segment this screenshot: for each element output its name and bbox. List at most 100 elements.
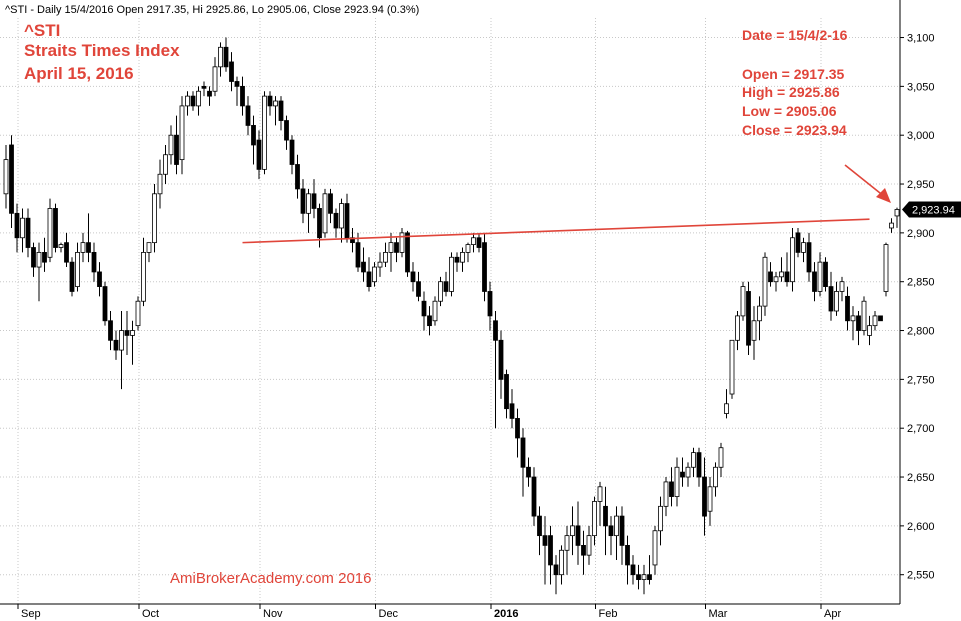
candle-body-up: [471, 237, 476, 245]
candle-body-up: [36, 251, 42, 268]
candle: [718, 442, 724, 478]
candle-body-up: [867, 325, 872, 336]
candle-body-down: [542, 535, 548, 546]
candle: [399, 227, 405, 258]
candle: [273, 96, 278, 126]
candle: [548, 525, 553, 585]
candle: [355, 232, 361, 272]
candle-body-down: [454, 256, 460, 263]
y-tick-label: 2,850: [907, 277, 935, 289]
candle-body-down: [251, 125, 256, 146]
candle-body-up: [432, 300, 438, 322]
x-tick-label: 2016: [494, 608, 518, 620]
candle: [14, 203, 20, 253]
y-tick-label: 2,800: [907, 326, 935, 338]
candle: [185, 91, 190, 116]
info-date: Date = 15/4/2-16: [742, 27, 848, 43]
candle: [619, 506, 625, 565]
candle-body-down: [245, 105, 251, 126]
candle: [25, 208, 31, 258]
candle-body-down: [669, 481, 674, 497]
candle: [212, 57, 218, 97]
candle: [630, 555, 636, 585]
candle: [713, 462, 718, 497]
candle-body-up: [449, 256, 454, 292]
candle-body-down: [823, 261, 828, 287]
info-high: High = 2925.86: [742, 84, 840, 100]
candle-body-down: [14, 212, 20, 239]
candle: [421, 291, 427, 331]
x-tick-label: Feb: [599, 608, 618, 620]
candle-body-down: [421, 300, 427, 317]
candle-body-up: [262, 95, 267, 170]
candle: [207, 86, 212, 106]
candle-body-down: [190, 95, 196, 107]
candle: [58, 242, 64, 253]
candle: [163, 144, 168, 185]
candle: [174, 115, 179, 175]
x-tick-label: Oct: [142, 608, 159, 620]
candle: [267, 91, 273, 116]
candle: [597, 481, 603, 526]
x-tick-label: Nov: [263, 608, 283, 620]
candle-body-up: [740, 286, 746, 317]
candle: [465, 242, 471, 263]
candle-body-up: [465, 244, 471, 253]
candle-body-down: [515, 418, 520, 439]
candle-body-up: [801, 242, 806, 253]
candle-body-down: [267, 95, 273, 107]
candle-body-up: [652, 530, 658, 566]
candle: [333, 208, 339, 238]
candle-body-down: [69, 261, 75, 292]
candle: [295, 154, 300, 199]
candle: [53, 203, 58, 253]
candle: [493, 311, 498, 429]
candle-body-up: [592, 501, 597, 537]
candle: [559, 545, 564, 585]
y-tick-label: 2,900: [907, 228, 935, 240]
candle-body-down: [548, 535, 553, 566]
y-tick-label: 3,000: [907, 130, 935, 142]
candle-body-up: [438, 281, 443, 302]
candle-body-down: [520, 437, 526, 468]
candle: [850, 306, 856, 341]
candle-body-down: [526, 466, 531, 478]
candle-body-down: [795, 232, 801, 253]
candle-body-down: [504, 374, 509, 410]
candle: [3, 144, 9, 209]
candle: [839, 276, 845, 302]
candle: [663, 477, 669, 517]
candle: [218, 42, 223, 77]
candle: [278, 96, 284, 131]
y-tick-label: 2,600: [907, 521, 935, 533]
candle-body-down: [344, 203, 350, 239]
candle-body-up: [586, 535, 592, 556]
candle: [438, 276, 443, 307]
candle-body-down: [278, 100, 284, 121]
candle: [509, 389, 515, 429]
candle-body-up: [75, 251, 80, 287]
candle-body-up: [889, 222, 894, 229]
candle-body-down: [91, 251, 97, 273]
candle-body-up: [218, 46, 223, 68]
axis-layer: 2,550 2,600 2,650 2,700 2,750 2,800 2,850 2,900…: [0, 0, 935, 620]
candle-body-up: [685, 466, 691, 478]
candle: [658, 496, 663, 546]
candle-body-down: [405, 232, 410, 273]
candle: [768, 262, 773, 287]
candle: [735, 311, 740, 351]
candle-body-down: [300, 188, 306, 214]
candle-body-down: [812, 271, 817, 292]
candle-body-down: [443, 281, 449, 292]
candle-body-up: [273, 100, 278, 107]
candle: [570, 506, 575, 556]
candle: [47, 198, 53, 263]
candle-body-down: [328, 193, 333, 214]
y-tick-label: 2,950: [907, 179, 935, 191]
candle: [130, 320, 135, 365]
candle-body-up: [850, 315, 856, 322]
candle-body-up: [570, 525, 575, 537]
candle: [86, 213, 91, 263]
